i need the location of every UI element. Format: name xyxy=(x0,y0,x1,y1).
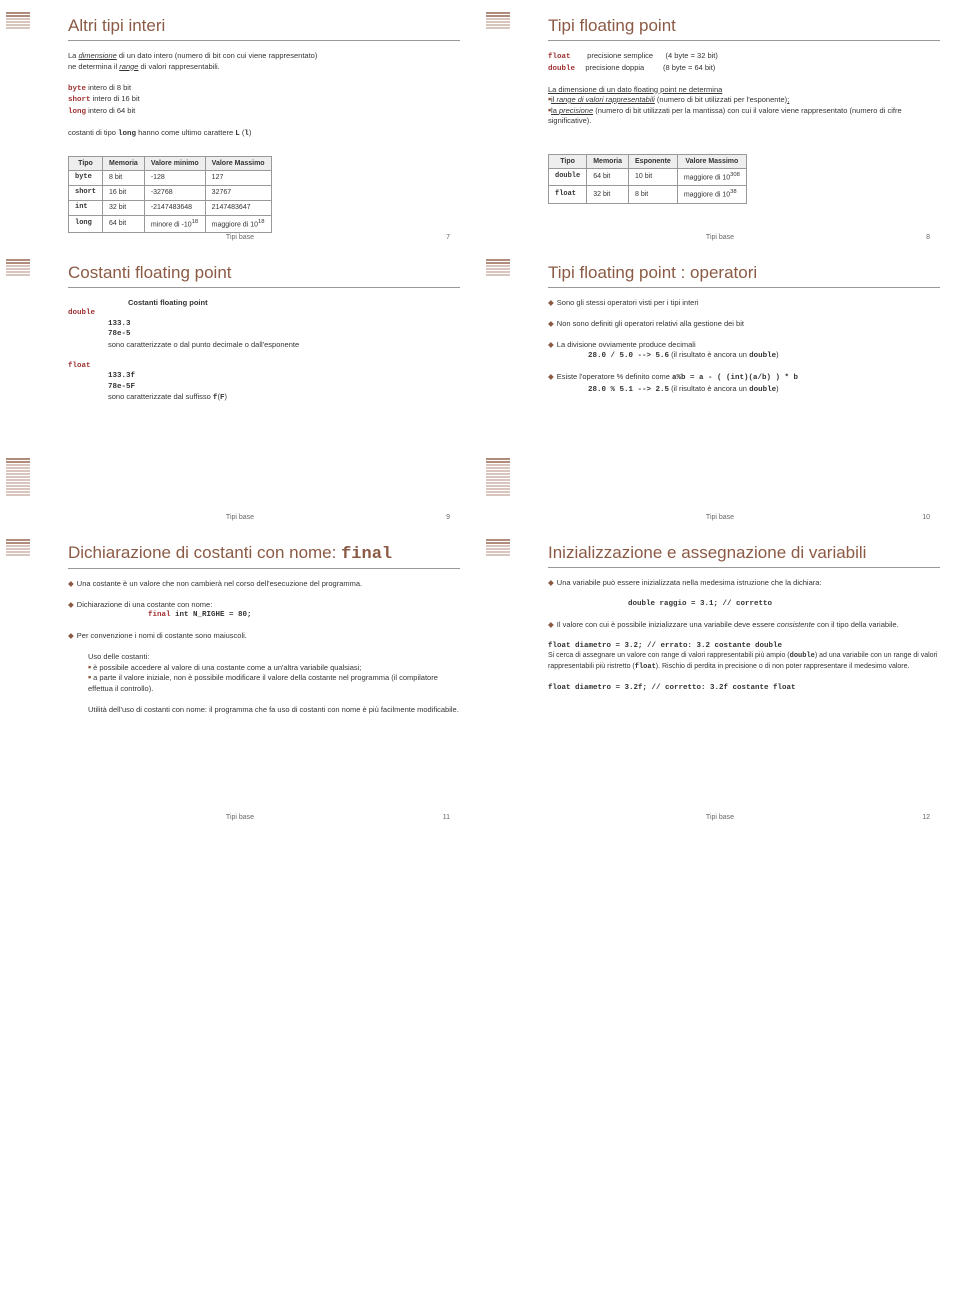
slide-8: Tipi floating point float precisione sem… xyxy=(480,0,960,247)
slide-9: Costanti floating point Costanti floatin… xyxy=(0,247,480,527)
slide-grid: Altri tipi interi La dimensione di un da… xyxy=(0,0,960,827)
text: byte intero di 8 bit xyxy=(68,83,460,95)
text: ■la precisione (numero di bit utilizzati… xyxy=(548,106,940,127)
slide-10: Tipi floating point : operatori ◆Sono gl… xyxy=(480,247,960,527)
slide-12: Inizializzazione e assegnazione di varia… xyxy=(480,527,960,827)
slide-11: Dichiarazione di costanti con nome: fina… xyxy=(0,527,480,827)
int-table: TipoMemoriaValore minimoValore Massimo b… xyxy=(68,156,272,233)
text: float precisione semplice (4 byte = 32 b… xyxy=(548,51,940,63)
text: long intero di 64 bit xyxy=(68,106,460,118)
slide-title: Altri tipi interi xyxy=(68,16,460,36)
text: short intero di 16 bit xyxy=(68,94,460,106)
float-table: TipoMemoriaEsponenteValore Massimo doubl… xyxy=(548,154,747,204)
footer: Tipi base xyxy=(226,234,254,241)
slide-title: Tipi floating point xyxy=(548,16,940,36)
page-num: 7 xyxy=(446,234,450,241)
deco xyxy=(6,12,30,30)
text: costanti di tipo long hanno come ultimo … xyxy=(68,128,460,140)
text: double precisione doppia (8 byte = 64 bi… xyxy=(548,63,940,75)
text: La dimensione di un dato intero (numero … xyxy=(68,51,460,72)
text: La dimensione di un dato floating point … xyxy=(548,85,940,96)
text: ■il range di valori rappresentabili (num… xyxy=(548,95,940,106)
slide-7: Altri tipi interi La dimensione di un da… xyxy=(0,0,480,247)
